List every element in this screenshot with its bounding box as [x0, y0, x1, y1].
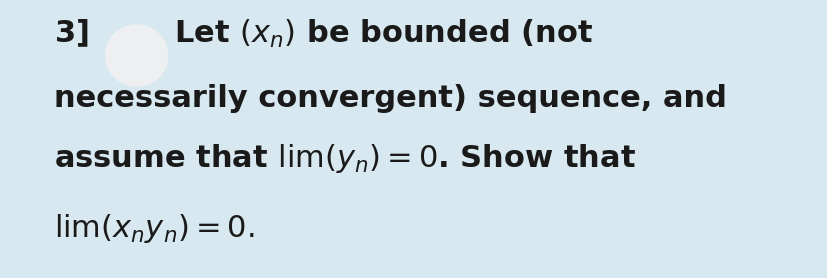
- Text: assume that $\mathrm{lim}(y_n) = 0$. Show that: assume that $\mathrm{lim}(y_n) = 0$. Sho…: [54, 142, 635, 175]
- Text: $\mathrm{lim}(x_ny_n) = 0.$: $\mathrm{lim}(x_ny_n) = 0.$: [54, 212, 254, 245]
- Text: necessarily convergent) sequence, and: necessarily convergent) sequence, and: [54, 84, 726, 113]
- Ellipse shape: [106, 25, 167, 86]
- Text: 3]        Let $(x_n)$ be bounded (not: 3] Let $(x_n)$ be bounded (not: [54, 18, 592, 50]
